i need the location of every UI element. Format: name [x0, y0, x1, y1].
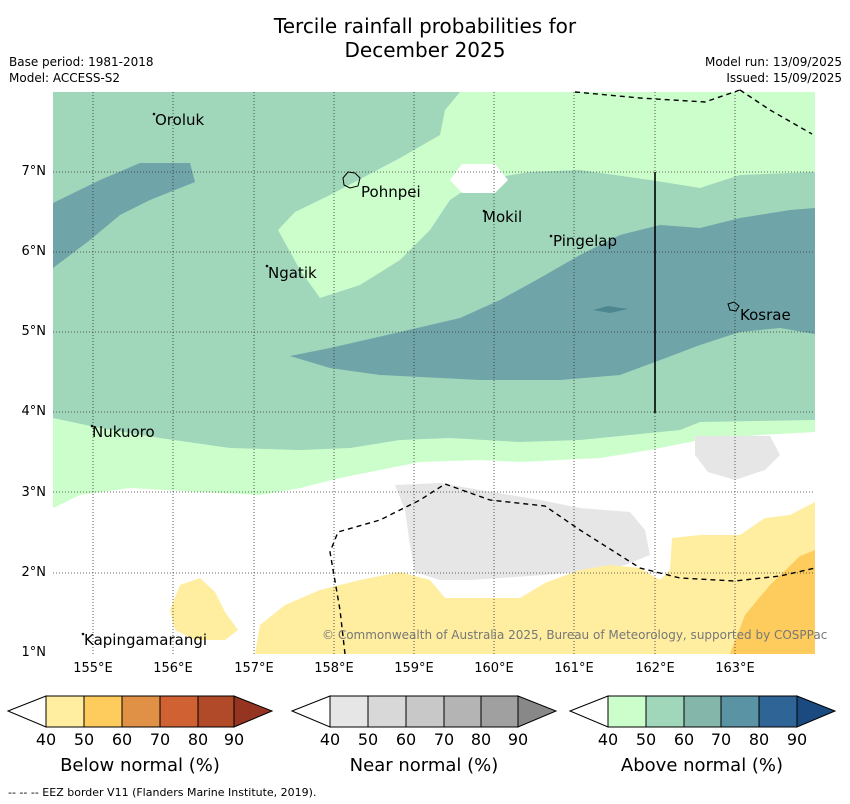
colorbar-tick: 70 [710, 730, 732, 749]
pohnpei-outline [342, 171, 361, 189]
place-label-mokil: Mokil [483, 208, 523, 226]
issued-date: Issued: 15/09/2025 [726, 71, 842, 85]
kosrae-outline [727, 301, 740, 312]
colorbar-title-below-normal: Below normal (%) [60, 755, 220, 776]
near-normal-40-region [695, 436, 780, 480]
no-signal-island [450, 164, 508, 193]
above-normal-60-dark-spot [593, 306, 628, 313]
place-label-pingelap: Pingelap [553, 232, 618, 250]
place-label-kapingamarangi: Kapingamarangi [84, 631, 208, 649]
lon-tick: 158°E [314, 661, 354, 676]
lat-tick: 5°N [21, 324, 47, 339]
colorbars [6, 695, 837, 728]
colorbar-tick: 60 [673, 730, 695, 749]
near-normal-40-region [395, 483, 650, 580]
colorbar-tick: 40 [35, 730, 57, 749]
colorbar-tick: 80 [470, 730, 492, 749]
colorbar-tick: 80 [748, 730, 770, 749]
place-label-pohnpei: Pohnpei [361, 183, 421, 201]
eez-footnote: -- -- -- EEZ border V11 (Flanders Marine… [8, 786, 317, 799]
above-normal-60-region [53, 163, 195, 268]
lon-tick: 162°E [635, 661, 675, 676]
below-normal-40-region [255, 502, 815, 654]
colorbar-tick: 50 [73, 730, 95, 749]
colorbar-near-normal [290, 695, 558, 728]
below-normal-50-region [730, 550, 815, 654]
colorbar-tick: 60 [111, 730, 133, 749]
colorbar-tick: 50 [635, 730, 657, 749]
above-normal-40-region [278, 92, 815, 298]
base-period: Base period: 1981-2018 [9, 55, 154, 69]
lat-tick: 6°N [21, 244, 47, 259]
lon-tick: 157°E [234, 661, 274, 676]
colorbar-above-normal [568, 695, 837, 728]
colorbar-tick: 80 [187, 730, 209, 749]
place-label-oroluk: Oroluk [155, 111, 205, 129]
colorbar-tick: 70 [149, 730, 171, 749]
colorbar-tick: 90 [507, 730, 529, 749]
colorbar-tick: 40 [319, 730, 341, 749]
lat-tick: 1°N [21, 645, 47, 660]
colorbar-tick: 90 [223, 730, 245, 749]
colorbar-tick: 40 [597, 730, 619, 749]
above-normal-60-region [290, 208, 815, 380]
colorbar-tick: 50 [357, 730, 379, 749]
lat-tick: 3°N [21, 485, 47, 500]
lat-tick: 2°N [21, 565, 47, 580]
colorbar-title-above-normal: Above normal (%) [620, 755, 784, 776]
place-label-kosrae: Kosrae [740, 306, 791, 324]
probability-fields [53, 92, 815, 654]
colorbar-tick: 70 [433, 730, 455, 749]
lat-tick: 4°N [21, 404, 47, 419]
place-label-ngatik: Ngatik [268, 264, 317, 282]
lon-tick: 160°E [474, 661, 514, 676]
colorbar-below-normal [6, 695, 274, 728]
map-title-line1: Tercile rainfall probabilities for [273, 14, 577, 38]
below-normal-40-region [170, 578, 238, 640]
graticule [53, 92, 815, 654]
lon-tick: 155°E [73, 661, 113, 676]
eez-borders [329, 89, 816, 655]
place-label-nukuoro: Nukuoro [92, 423, 155, 441]
island-outlines [81, 112, 740, 636]
model-run: Model run: 13/09/2025 [704, 55, 842, 69]
colorbar-tick: 90 [786, 730, 808, 749]
lon-tick: 156°E [153, 661, 193, 676]
copyright-notice: © Commonwealth of Australia 2025, Bureau… [322, 628, 828, 642]
colorbar-tick: 60 [395, 730, 417, 749]
map-title-line2: December 2025 [344, 38, 506, 62]
lon-tick: 163°E [715, 661, 755, 676]
colorbar-title-near-normal: Near normal (%) [349, 755, 499, 776]
model-name: Model: ACCESS-S2 [9, 71, 121, 85]
lon-tick: 161°E [554, 661, 594, 676]
lat-tick: 7°N [21, 164, 47, 179]
lon-tick: 159°E [394, 661, 434, 676]
